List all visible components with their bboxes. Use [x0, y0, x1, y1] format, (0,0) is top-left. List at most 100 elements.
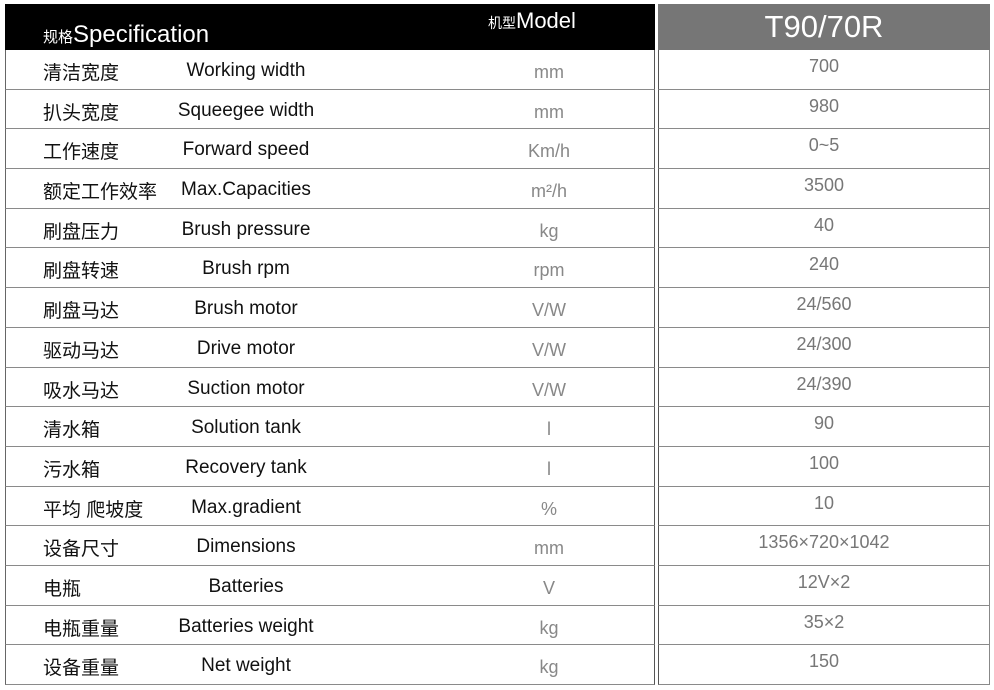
row-value-cell: 40: [658, 208, 990, 249]
value: 1356×720×1042: [758, 532, 890, 553]
label-en: Net weight: [201, 655, 291, 677]
table-row: 设备尺寸 Dimensions mm 1356×720×1042: [5, 526, 990, 566]
label-en: Suction motor: [187, 377, 305, 399]
unit: kg: [539, 657, 559, 678]
model-header-cn: 机型: [488, 15, 516, 31]
table-row: 扒头宽度 Squeegee width mm 980: [5, 89, 990, 130]
value: 3500: [803, 175, 845, 196]
value: 12V×2: [797, 571, 851, 592]
label-en: Working width: [186, 60, 306, 81]
label-en: Recovery tank: [185, 456, 307, 478]
unit: l: [547, 458, 551, 479]
label-cn: 清洁宽度: [43, 63, 120, 84]
label-en: Drive motor: [196, 337, 296, 359]
unit: mm: [534, 101, 564, 122]
value: 10: [813, 492, 835, 513]
label-cn: 设备尺寸: [43, 539, 120, 561]
row-label-cell: 电瓶 Batteries V: [5, 565, 655, 606]
table-row: 污水箱 Recovery tank l 100: [5, 446, 990, 487]
label-cn: 刷盘转速: [43, 261, 120, 283]
row-value-cell: 24/560: [658, 288, 990, 328]
value: 90: [813, 413, 835, 434]
model-value-header: T90/70R: [658, 4, 990, 50]
label-en: Solution tank: [191, 417, 301, 439]
label-en: Brush rpm: [202, 258, 290, 280]
label-cn: 污水箱: [43, 459, 101, 481]
table-row: 刷盘压力 Brush pressure kg 40: [5, 208, 990, 249]
model-header-en: Model: [516, 8, 576, 33]
value: 240: [808, 254, 840, 275]
value: 40: [813, 214, 835, 235]
label-cn: 刷盘马达: [43, 301, 120, 323]
value: 24/300: [796, 333, 852, 354]
label-cn: 工作速度: [43, 142, 120, 164]
spec-table: 清洁宽度 Working width mm 700 扒头宽度 Squeegee …: [5, 50, 990, 685]
label-cn: 额定工作效率: [43, 182, 158, 204]
model-header: 机型Model: [488, 8, 576, 34]
label-en: Squeegee width: [177, 99, 315, 121]
row-value-cell: 3500: [658, 169, 990, 209]
row-value-cell: 10: [658, 486, 990, 527]
row-label-cell: 刷盘压力 Brush pressure kg: [5, 208, 655, 249]
label-en: Batteries: [208, 575, 284, 597]
unit: mm: [534, 538, 564, 559]
label-cn: 驱动马达: [43, 340, 120, 362]
row-label-cell: 吸水马达 Suction motor V/W: [5, 367, 655, 408]
table-row: 清水箱 Solution tank l 90: [5, 407, 990, 447]
unit: l: [547, 419, 551, 440]
unit: V/W: [532, 300, 566, 321]
label-en: Batteries weight: [178, 615, 314, 637]
row-label-cell: 电瓶重量 Batteries weight kg: [5, 605, 655, 646]
row-value-cell: 980: [658, 89, 990, 130]
label-cn: 刷盘压力: [43, 221, 120, 243]
row-value-cell: 90: [658, 407, 990, 447]
row-value-cell: 100: [658, 446, 990, 487]
row-value-cell: 24/300: [658, 327, 990, 368]
unit: %: [540, 498, 557, 519]
row-label-cell: 刷盘马达 Brush motor V/W: [5, 288, 655, 328]
row-label-cell: 设备尺寸 Dimensions mm: [5, 526, 655, 566]
label-en: Dimensions: [196, 536, 296, 558]
table-row: 驱动马达 Drive motor V/W 24/300: [5, 327, 990, 368]
label-cn: 吸水马达: [43, 380, 120, 402]
label-cn: 设备重量: [43, 658, 120, 680]
label-en: Max.gradient: [191, 496, 301, 518]
value: 35×2: [803, 611, 845, 632]
row-value-cell: 1356×720×1042: [658, 526, 990, 566]
label-cn: 电瓶: [43, 578, 82, 600]
table-row: 设备重量 Net weight kg 150: [5, 645, 990, 685]
unit: rpm: [533, 260, 565, 281]
unit: kg: [539, 220, 559, 241]
table-row: 工作速度 Forward speed Km/h 0~5: [5, 129, 990, 170]
unit: V: [542, 577, 555, 598]
label-en: Max.Capacities: [181, 179, 311, 201]
table-row: 清洁宽度 Working width mm 700: [5, 50, 990, 90]
row-value-cell: 240: [658, 248, 990, 289]
value: 150: [808, 651, 840, 672]
spec-header: 规格Specification: [43, 21, 209, 49]
row-value-cell: 0~5: [658, 129, 990, 170]
row-label-cell: 污水箱 Recovery tank l: [5, 446, 655, 487]
row-label-cell: 清水箱 Solution tank l: [5, 407, 655, 447]
value: 700: [808, 56, 840, 76]
row-label-cell: 额定工作效率 Max.Capacities m²/h: [5, 169, 655, 209]
unit: mm: [534, 62, 564, 82]
label-en: Brush motor: [194, 298, 298, 320]
table-row: 刷盘马达 Brush motor V/W 24/560: [5, 288, 990, 328]
label-cn: 扒头宽度: [43, 102, 120, 124]
value: 100: [808, 452, 840, 473]
row-label-cell: 扒头宽度 Squeegee width mm: [5, 89, 655, 130]
label-en: Forward speed: [182, 139, 310, 161]
row-value-cell: 12V×2: [658, 565, 990, 606]
table-row: 平均 爬坡度 Max.gradient % 10: [5, 486, 990, 527]
label-cn: 平均 爬坡度: [43, 499, 144, 521]
unit: kg: [539, 617, 559, 638]
unit: Km/h: [527, 141, 570, 162]
row-value-cell: 24/390: [658, 367, 990, 408]
table-header-left: 规格Specification 机型Model: [5, 4, 655, 50]
table-row: 电瓶重量 Batteries weight kg 35×2: [5, 605, 990, 646]
unit: m²/h: [531, 181, 567, 202]
spec-header-cn: 规格: [43, 29, 74, 46]
value: 980: [808, 95, 840, 116]
row-label-cell: 设备重量 Net weight kg: [5, 645, 655, 685]
